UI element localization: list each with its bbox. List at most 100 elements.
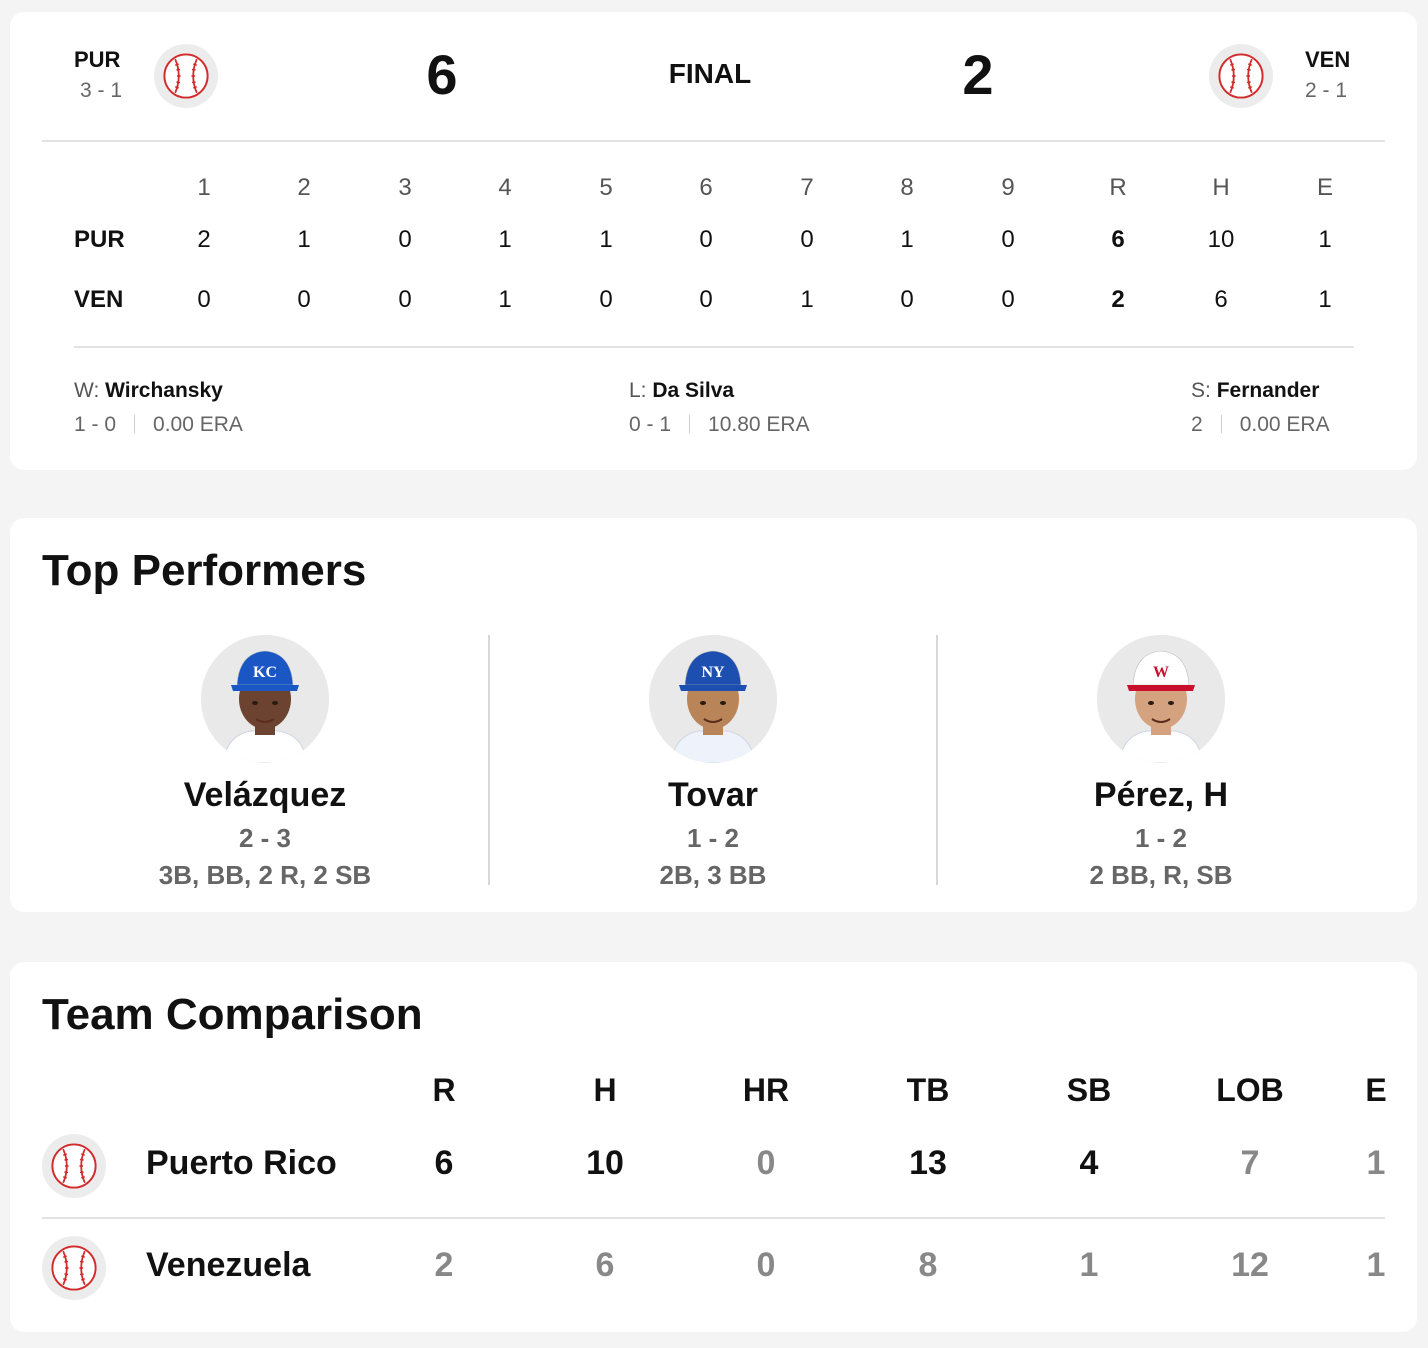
linescore-cell: 0 <box>398 226 412 253</box>
pitcher-label: L: <box>629 379 647 402</box>
pitcher-name: Wirchansky <box>105 379 223 402</box>
linescore-cell: 0 <box>197 286 211 313</box>
linescore-cell: 0 <box>699 226 713 253</box>
performer-card[interactable]: KC Velázquez 2 - 3 3B, BB, 2 R, 2 SB <box>45 635 485 891</box>
linescore-header-cell: 3 <box>398 174 412 201</box>
pitcher-era: 10.80 ERA <box>708 413 810 436</box>
pitcher-name: Da Silva <box>652 379 735 402</box>
pitcher-label: S: <box>1191 379 1211 402</box>
linescore-team-label[interactable]: PUR <box>74 226 125 253</box>
player-details: 3B, BB, 2 R, 2 SB <box>158 860 372 890</box>
comparison-value-cell: 1 <box>1366 1246 1386 1284</box>
comparison-header-cell: R <box>432 1072 456 1108</box>
linescore-cell: 1 <box>498 286 512 313</box>
baseball-icon <box>50 1142 98 1190</box>
linescore-cell: 6 <box>1214 286 1228 313</box>
linescore-cell: 0 <box>1001 226 1015 253</box>
winning-pitcher[interactable]: W: Wirchansky <box>74 379 223 403</box>
team-logo[interactable] <box>42 1236 106 1300</box>
linescore-header-cell: 5 <box>599 174 613 201</box>
linescore-header-cell: 2 <box>297 174 311 201</box>
linescore-header-cell: 6 <box>699 174 713 201</box>
save-pitcher[interactable]: S: Fernander <box>1191 379 1319 403</box>
home-team-logo[interactable] <box>1209 44 1273 108</box>
separator <box>134 415 136 433</box>
divider <box>42 140 1385 142</box>
top-performers-card: Top Performers KC Velázquez 2 - 3 3B, BB… <box>10 518 1417 912</box>
linescore-cell: 6 <box>1111 226 1125 253</box>
team-logo[interactable] <box>42 1134 106 1198</box>
linescore-cell: 1 <box>800 286 814 313</box>
section-title: Top Performers <box>42 546 367 595</box>
divider <box>42 1217 1385 1219</box>
team-name[interactable]: Puerto Rico <box>146 1144 337 1182</box>
game-summary-card: PUR 3 - 1 6 FINAL 2 VEN 2 - 1 1 2 3 4 5 6 7 8 9 R… <box>10 12 1417 470</box>
linescore-cell: 1 <box>498 226 512 253</box>
section-title: Team Comparison <box>42 990 423 1039</box>
linescore-header-cell: 4 <box>498 174 512 201</box>
comparison-header-cell: E <box>1365 1072 1387 1108</box>
linescore-cell: 0 <box>900 286 914 313</box>
linescore-cell: 1 <box>900 226 914 253</box>
svg-text:NY: NY <box>701 664 725 681</box>
save-pitcher-stats: 2 0.00 ERA <box>1191 413 1330 437</box>
linescore-cell: 0 <box>599 286 613 313</box>
pitcher-label: W: <box>74 379 100 402</box>
baseball-icon <box>1217 52 1265 100</box>
pitcher-era: 0.00 ERA <box>1239 413 1330 436</box>
player-avatar: NY <box>649 635 777 763</box>
player-details: 2B, 3 BB <box>659 860 767 890</box>
linescore-team-label[interactable]: VEN <box>74 286 124 313</box>
player-avatar: W <box>1097 635 1225 763</box>
comparison-value-cell: 1 <box>1079 1246 1099 1284</box>
home-team-abbr[interactable]: VEN <box>1305 47 1351 72</box>
linescore-cell: 0 <box>1001 286 1015 313</box>
comparison-value-cell: 13 <box>909 1144 947 1182</box>
winning-pitcher-stats: 1 - 0 0.00 ERA <box>74 413 243 437</box>
comparison-header-cell: HR <box>742 1072 790 1108</box>
linescore-header-cell: 8 <box>900 174 914 201</box>
pitcher-era: 0.00 ERA <box>153 413 243 436</box>
comparison-header-cell: SB <box>1066 1072 1112 1108</box>
comparison-value-cell: 0 <box>756 1144 776 1182</box>
player-line: 1 - 2 <box>1134 823 1188 853</box>
pitcher-record: 2 <box>1191 413 1203 436</box>
losing-pitcher[interactable]: L: Da Silva <box>629 379 734 403</box>
comparison-value-cell: 6 <box>595 1246 615 1284</box>
linescore-header-cell: H <box>1212 174 1230 201</box>
player-name: Velázquez <box>183 776 347 814</box>
linescore-cell: 1 <box>1318 226 1332 253</box>
team-comparison-card: Team Comparison R H HR TB SB LOB E Puerto Rico 6… <box>10 962 1417 1332</box>
linescore-cell: 0 <box>398 286 412 313</box>
away-team-abbr[interactable]: PUR <box>74 47 121 72</box>
linescore-cell: 10 <box>1207 226 1235 253</box>
away-score: 6 <box>426 43 458 106</box>
svg-text:W: W <box>1153 664 1169 681</box>
svg-text:KC: KC <box>253 664 277 681</box>
team-name[interactable]: Venezuela <box>146 1246 311 1284</box>
comparison-header-cell: H <box>593 1072 617 1108</box>
pitcher-name: Fernander <box>1216 379 1320 402</box>
baseball-icon <box>50 1244 98 1292</box>
linescore-cell: 2 <box>1111 286 1125 313</box>
performer-card[interactable]: W Pérez, H 1 - 2 2 BB, R, SB <box>941 635 1381 891</box>
comparison-value-cell: 1 <box>1366 1144 1386 1182</box>
linescore-cell: 1 <box>599 226 613 253</box>
linescore-cell: 0 <box>699 286 713 313</box>
comparison-value-cell: 8 <box>918 1246 938 1284</box>
linescore-cell: 2 <box>197 226 211 253</box>
linescore-header-cell: R <box>1109 174 1127 201</box>
player-line: 2 - 3 <box>238 823 292 853</box>
home-team-record: 2 - 1 <box>1305 79 1348 102</box>
divider <box>74 346 1354 348</box>
performer-card[interactable]: NY Tovar 1 - 2 2B, 3 BB <box>493 635 933 891</box>
away-team-logo[interactable] <box>154 44 218 108</box>
linescore-header-cell: E <box>1316 174 1334 201</box>
pitcher-record: 0 - 1 <box>629 413 672 436</box>
home-score: 2 <box>962 43 994 106</box>
comparison-value-cell: 6 <box>434 1144 454 1182</box>
comparison-value-cell: 2 <box>434 1246 454 1284</box>
comparison-header-cell: LOB <box>1216 1072 1284 1108</box>
losing-pitcher-stats: 0 - 1 10.80 ERA <box>629 413 810 437</box>
player-name: Tovar <box>667 776 759 814</box>
